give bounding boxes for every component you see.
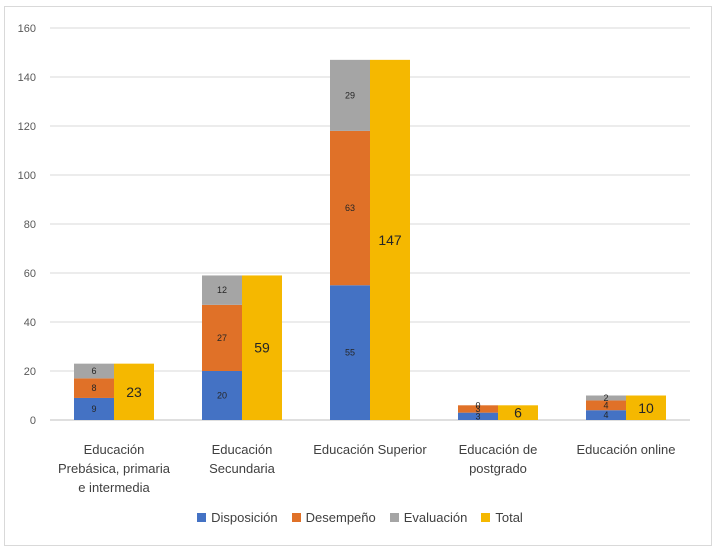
data-label: 8	[91, 383, 96, 393]
data-label: 20	[217, 391, 227, 401]
legend-item: Total	[481, 510, 523, 525]
x-category-label: Educación	[84, 442, 145, 457]
bar-total	[242, 275, 282, 420]
bar-total	[370, 59, 410, 420]
data-label: 0	[475, 400, 480, 410]
chart-frame	[4, 6, 712, 546]
y-tick-label: 100	[18, 170, 36, 182]
bar-segment	[586, 410, 626, 420]
y-tick-label: 0	[30, 415, 36, 427]
bar-total	[498, 405, 538, 420]
data-label: 4	[603, 400, 608, 410]
data-label: 63	[345, 203, 355, 213]
legend-item: Evaluación	[389, 510, 468, 525]
legend-swatch	[197, 513, 207, 522]
legend-swatch	[481, 513, 491, 522]
y-tick-label: 40	[24, 317, 36, 329]
data-label: 3	[475, 411, 480, 421]
y-tick-label: 60	[24, 268, 36, 280]
total-label: 59	[254, 340, 270, 356]
y-tick-label: 120	[18, 121, 36, 133]
y-tick-label: 80	[24, 219, 36, 231]
x-category-label: Prebásica, primaria	[58, 461, 171, 476]
bar-segment	[202, 371, 242, 420]
bar-total	[114, 363, 154, 420]
legend-label: Desempeño	[305, 510, 376, 525]
bar-segment	[330, 130, 370, 286]
bar-segment	[458, 405, 498, 413]
y-tick-label: 160	[18, 23, 36, 35]
data-label: 3	[475, 404, 480, 414]
legend-label: Disposición	[211, 510, 278, 525]
bar-segment	[202, 275, 242, 305]
data-label: 27	[217, 333, 227, 343]
legend-label: Total	[495, 510, 523, 525]
legend: Disposición Desempeño Evaluación Total	[0, 510, 720, 525]
bar-total	[626, 395, 666, 420]
data-label: 2	[603, 393, 608, 403]
bar-segment	[74, 397, 114, 420]
bar-segment	[586, 395, 626, 401]
total-label: 10	[638, 400, 654, 416]
data-label: 55	[345, 348, 355, 358]
total-label: 147	[378, 232, 402, 248]
x-category-label: postgrado	[469, 461, 527, 476]
data-label: 9	[91, 404, 96, 414]
data-label: 6	[91, 366, 96, 376]
data-label: 29	[345, 90, 355, 100]
legend-swatch	[389, 513, 399, 522]
legend-swatch	[291, 513, 301, 522]
data-label: 12	[217, 285, 227, 295]
bar-segment	[330, 59, 370, 131]
bar-segment	[586, 400, 626, 411]
legend-item: Desempeño	[291, 510, 376, 525]
x-category-label: Secundaria	[209, 461, 276, 476]
bar-segment	[330, 285, 370, 420]
data-label: 4	[603, 410, 608, 420]
total-label: 6	[514, 405, 522, 421]
y-tick-label: 20	[24, 366, 36, 378]
legend-label: Evaluación	[403, 510, 468, 525]
bar-segment	[74, 363, 114, 379]
total-label: 23	[126, 384, 142, 400]
bar-segment	[458, 412, 498, 420]
x-category-label: e intermedia	[78, 480, 150, 495]
x-category-label: Educación de	[459, 442, 538, 457]
y-tick-label: 140	[18, 72, 36, 84]
x-category-label: Educación online	[576, 442, 675, 457]
x-category-label: Educación Superior	[313, 442, 427, 457]
bar-segment	[74, 378, 114, 398]
x-category-label: Educación	[212, 442, 273, 457]
legend-item: Disposición	[197, 510, 278, 525]
bar-segment	[202, 304, 242, 371]
